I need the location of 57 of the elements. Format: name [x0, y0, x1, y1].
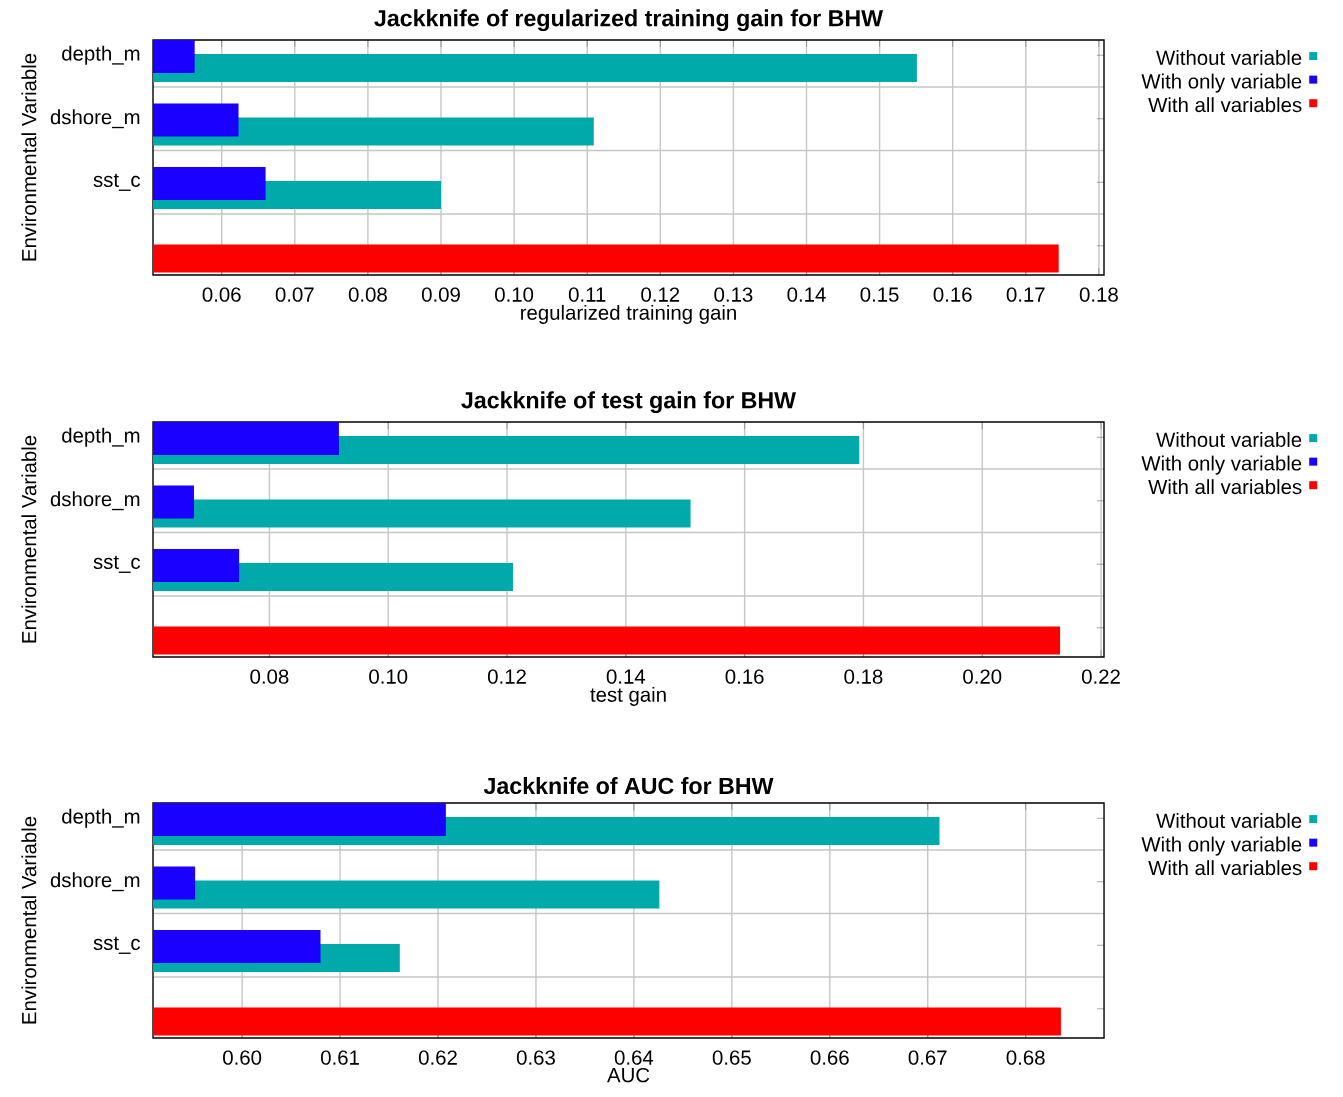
x-axis-title: AUC	[607, 1067, 650, 1083]
x-tick-label: 0.18	[844, 669, 883, 684]
legend-label: With all variables	[1148, 860, 1302, 876]
x-tick-label: 0.60	[223, 1050, 262, 1065]
x-tick-label: 0.10	[495, 287, 534, 302]
legend-label: Without variable	[1156, 813, 1302, 829]
x-tick-label: 0.64	[614, 1050, 654, 1065]
legend-label: Without variable	[1156, 432, 1302, 448]
x-tick-label: 0.14	[787, 287, 826, 302]
y-tick-label: dshore_m	[50, 491, 140, 511]
y-tick-label: sst_c	[93, 555, 141, 573]
chart-title: Jackknife of test gain for BHW	[461, 391, 797, 414]
x-tick-label: 0.06	[202, 287, 241, 302]
legend-label: With all variables	[1148, 479, 1302, 495]
x-tick-label: 0.63	[516, 1050, 555, 1065]
x-tick-label: 0.22	[1081, 669, 1120, 684]
legend-label: With all variables	[1148, 97, 1302, 113]
legend-label: With only variable	[1141, 455, 1302, 475]
y-tick-label: dshore_m	[50, 872, 140, 892]
x-tick-label: 0.67	[908, 1050, 947, 1065]
x-tick-label: 0.14	[606, 669, 646, 684]
x-tick-label: 0.12	[487, 669, 526, 684]
x-tick-label: 0.66	[810, 1050, 849, 1065]
x-tick-label: 0.15	[860, 287, 899, 302]
y-axis-title: Environmental Variable	[21, 816, 37, 1024]
y-axis-title: Environmental Variable	[21, 435, 37, 643]
x-tick-label: 0.08	[348, 287, 387, 302]
x-tick-label: 0.61	[321, 1050, 359, 1065]
x-tick-label: 0.18	[1079, 287, 1118, 302]
x-tick-label: 0.68	[1006, 1050, 1045, 1065]
x-tick-label: 0.16	[933, 287, 972, 302]
y-tick-label: depth_m	[62, 427, 140, 447]
y-tick-label: dshore_m	[50, 109, 140, 129]
y-tick-label: sst_c	[93, 173, 141, 191]
y-axis-title: Environmental Variable	[21, 53, 37, 261]
legend-label: With only variable	[1141, 836, 1302, 856]
y-tick-label: sst_c	[93, 936, 141, 954]
y-tick-label: depth_m	[62, 808, 140, 828]
x-tick-label: 0.17	[1006, 287, 1045, 302]
legend-label: Without variable	[1156, 50, 1302, 66]
x-tick-label: 0.07	[275, 287, 314, 302]
chart-title: Jackknife of AUC for BHW	[483, 777, 774, 795]
x-tick-label: 0.08	[250, 669, 289, 684]
x-axis-title: regularized training gain	[521, 304, 736, 324]
x-tick-label: 0.16	[725, 669, 764, 684]
x-tick-label: 0.65	[712, 1050, 751, 1065]
x-tick-label: 0.12	[641, 287, 680, 302]
x-tick-label: 0.62	[418, 1050, 457, 1065]
x-tick-label: 0.10	[369, 669, 408, 684]
x-tick-label: 0.13	[714, 287, 753, 302]
x-axis-title: test gain	[590, 686, 666, 706]
legend-label: With only variable	[1141, 73, 1302, 93]
y-tick-label: depth_m	[62, 45, 140, 65]
x-tick-label: 0.11	[568, 287, 606, 302]
x-tick-label: 0.09	[421, 287, 460, 302]
x-tick-label: 0.20	[963, 669, 1002, 684]
chart-title: Jackknife of regularized training gain for BHW	[374, 9, 884, 32]
